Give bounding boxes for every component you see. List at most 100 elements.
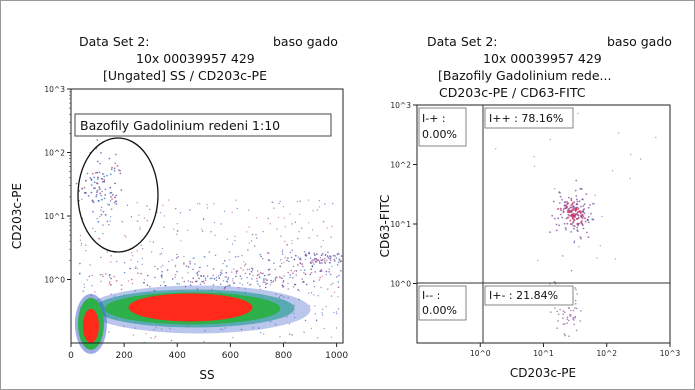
right-event-dot <box>566 322 568 325</box>
right-event-dot <box>567 307 570 309</box>
right-event-dot <box>589 204 591 206</box>
left-event-dot <box>259 253 262 256</box>
left-event-dot <box>149 240 151 243</box>
left-event-dot <box>256 237 258 239</box>
basophil-event-dot <box>109 173 112 176</box>
left-event-dot <box>279 200 281 203</box>
basophil-event-dot <box>95 193 98 196</box>
basophil-event-dot <box>109 186 112 189</box>
left-event-dot <box>315 320 318 322</box>
left-event-dot <box>334 255 336 257</box>
right-event-dot <box>562 310 565 312</box>
left-x-axis-title: SS <box>199 368 214 382</box>
left-event-dot <box>99 274 102 276</box>
right-event-dot <box>573 323 576 326</box>
left-event-dot <box>316 337 319 339</box>
left-event-dot <box>187 266 190 268</box>
left-event-dot <box>83 283 85 285</box>
left-event-dot <box>330 283 333 286</box>
left-event-dot <box>279 276 282 279</box>
left-event-dot <box>301 263 304 265</box>
right-y-tick-label: 10^2 <box>390 161 411 170</box>
left-event-dot <box>136 267 138 270</box>
right-event-dot <box>556 229 558 232</box>
left-event-dot <box>160 252 163 254</box>
right-event-dot <box>569 219 572 222</box>
basophil-event-dot <box>106 220 109 223</box>
right-event-dot <box>593 203 596 205</box>
left-event-dot <box>231 211 233 213</box>
left-event-dot <box>330 336 333 338</box>
left-event-dot <box>146 205 148 207</box>
left-event-dot <box>143 217 146 219</box>
left-event-dot <box>159 284 162 287</box>
left-event-dot <box>244 263 247 265</box>
left-x-tick-label: 400 <box>169 351 186 361</box>
right-event-dot <box>579 236 582 239</box>
right-event-dot <box>554 307 556 310</box>
left-event-dot <box>252 327 254 329</box>
left-event-dot <box>304 254 307 257</box>
left-event-dot <box>298 213 301 216</box>
basophil-event-dot <box>97 176 99 179</box>
left-event-dot <box>258 327 260 329</box>
basophil-event-dot <box>111 194 114 196</box>
left-event-dot <box>315 258 318 260</box>
left-event-dot <box>291 249 293 251</box>
right-event-dot <box>575 307 578 310</box>
left-event-dot <box>225 271 228 274</box>
right-event-dot <box>559 308 561 311</box>
left-event-dot <box>281 277 283 280</box>
left-event-dot <box>160 328 163 330</box>
right-event-dot <box>566 211 569 214</box>
basophil-event-dot <box>103 175 106 178</box>
left-event-dot <box>301 227 303 229</box>
left-event-dot <box>239 282 241 284</box>
left-event-dot <box>131 282 134 285</box>
left-event-dot <box>89 264 91 266</box>
left-event-dot <box>257 283 259 285</box>
left-event-dot <box>198 270 200 273</box>
left-event-dot <box>274 278 277 280</box>
left-event-dot <box>174 264 177 266</box>
right-event-dot <box>578 200 581 203</box>
right-event-dot <box>575 179 578 182</box>
right-event-dot <box>580 215 583 218</box>
quadrant-lr-box <box>484 285 574 306</box>
left-event-dot <box>340 269 342 272</box>
left-event-dot <box>113 295 116 297</box>
left-event-dot <box>310 262 313 264</box>
left-event-dot <box>324 253 327 256</box>
left-event-dot <box>282 281 284 284</box>
left-event-dot <box>324 257 326 260</box>
left-event-dot <box>115 280 117 282</box>
left-event-dot <box>255 234 257 236</box>
basophil-event-dot <box>96 160 99 163</box>
left-event-dot <box>225 285 227 288</box>
left-event-dot <box>281 253 284 255</box>
right-event-dot <box>587 221 590 224</box>
left-event-dot <box>316 235 318 237</box>
left-event-dot <box>226 280 228 283</box>
left-event-dot <box>250 283 252 285</box>
basophil-event-dot <box>96 178 99 181</box>
left-event-dot <box>179 212 182 214</box>
left-event-dot <box>97 237 100 240</box>
left-event-dot <box>241 254 243 257</box>
right-event-dot <box>575 203 578 206</box>
left-event-dot <box>221 329 224 331</box>
left-event-dot <box>223 287 226 290</box>
basophil-event-dot <box>99 162 101 165</box>
left-event-dot <box>224 327 226 329</box>
left-event-dot <box>203 340 205 343</box>
basophil-gate[interactable] <box>77 137 159 253</box>
quadrant-ul-label: I-+ : <box>422 112 446 125</box>
left-event-dot <box>308 305 311 307</box>
left-event-dot <box>138 214 140 216</box>
left-event-dot <box>300 269 302 271</box>
right-event-dot <box>562 208 565 211</box>
right-event-dot <box>572 216 574 219</box>
left-event-dot <box>321 312 323 314</box>
right-event-dot <box>561 216 564 219</box>
left-event-dot <box>302 265 304 268</box>
